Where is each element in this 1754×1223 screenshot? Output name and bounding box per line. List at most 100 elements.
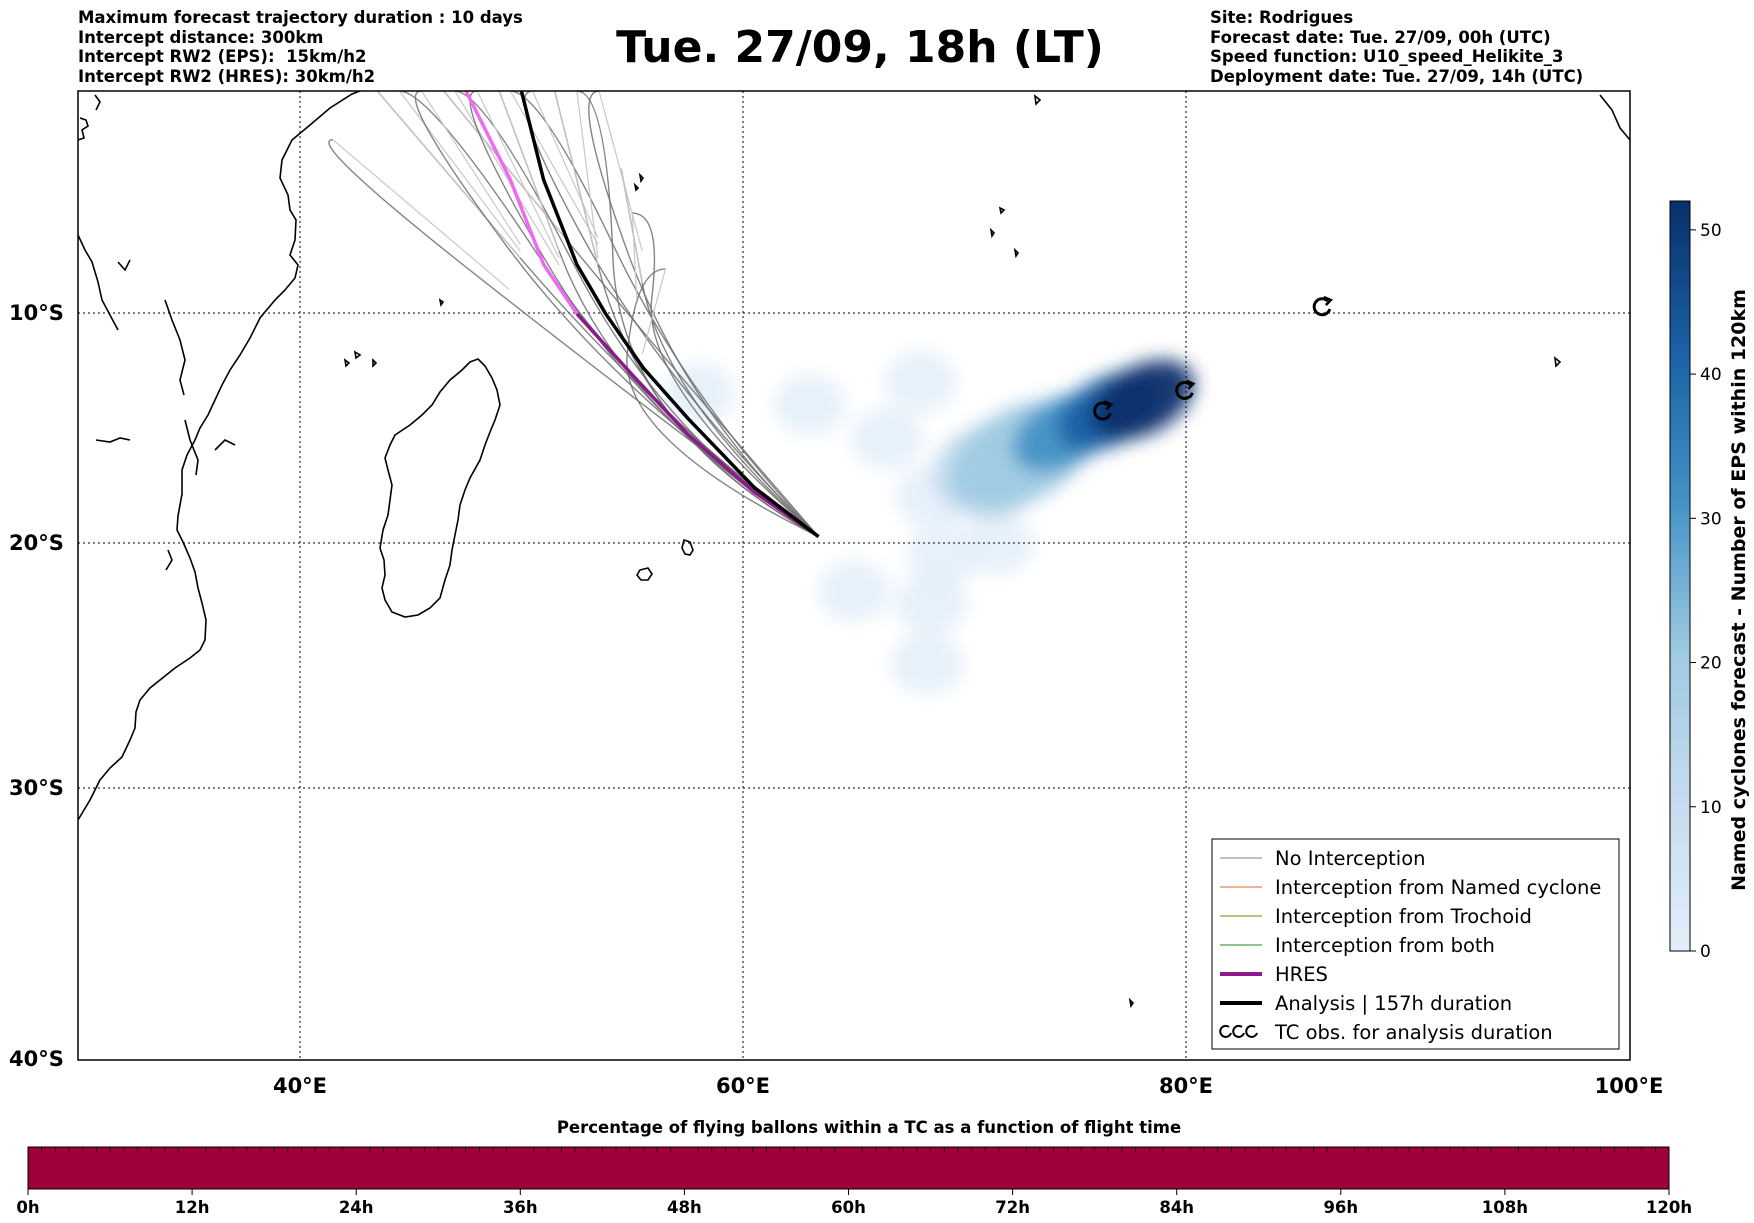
- flight-bar-tick-label: 12h: [175, 1198, 210, 1217]
- flight-bar-tick-label: 84h: [1159, 1198, 1194, 1217]
- colorbar-tick-label: 20: [1700, 654, 1722, 674]
- density-field: [662, 351, 1195, 695]
- legend-label: Interception from Trochoid: [1275, 905, 1532, 928]
- flight-bar-tick-label: 0h: [16, 1198, 39, 1217]
- legend-cyclone-icon: [1245, 1024, 1258, 1038]
- density-blob: [818, 560, 890, 622]
- mauritius: [681, 538, 694, 556]
- ensemble-track-fade: [376, 91, 521, 259]
- header-right-line-4: Deployment date: Tue. 27/09, 14h (UTC): [1210, 66, 1584, 86]
- africa-coast: [78, 91, 361, 821]
- header-right-line-3: Speed function: U10_speed_Helikite_3: [1210, 47, 1564, 66]
- density-blob: [962, 513, 1035, 575]
- header-right-line-2: Forecast date: Tue. 27/09, 00h (UTC): [1210, 27, 1551, 47]
- ensemble-track-fade: [641, 268, 667, 355]
- ensemble-track: [632, 212, 819, 538]
- graticule: [78, 91, 1630, 1060]
- header-left-line-3: Intercept RW2 (EPS): 15km/h2: [78, 47, 367, 66]
- tc-obs-arrow: [1323, 295, 1334, 306]
- ensemble-track: [576, 91, 819, 538]
- header-left-line-1: Maximum forecast trajectory duration : 1…: [78, 8, 523, 27]
- ensemble-track: [626, 268, 819, 538]
- density-blob: [851, 408, 924, 470]
- tc-obs-symbol: [1093, 401, 1112, 421]
- hres-track-late: [464, 91, 579, 315]
- flight-bar-tick-label: 120h: [1646, 1198, 1692, 1217]
- header-right-info: Site: Rodrigues Forecast date: Tue. 27/0…: [1210, 8, 1583, 86]
- ensemble-track-fade: [454, 91, 560, 266]
- ensemble-track-fade: [631, 213, 638, 299]
- legend-label: TC obs. for analysis duration: [1274, 1021, 1553, 1044]
- colorbar-tick-label: 40: [1700, 365, 1722, 385]
- ensemble-track: [510, 91, 820, 538]
- lat-label-20s: 20°S: [9, 531, 64, 555]
- lat-label-30s: 30°S: [9, 776, 64, 800]
- flight-bar-tick-label: 36h: [503, 1198, 538, 1217]
- flight-time-bar: Percentage of flying ballons within a TC…: [16, 1118, 1692, 1217]
- lon-label-100e: 100°E: [1595, 1074, 1664, 1098]
- ensemble-track-fade: [498, 91, 560, 252]
- map-border: [77, 90, 1631, 1061]
- legend-label: Interception from Named cyclone: [1275, 876, 1601, 899]
- colorbar-tick-label: 0: [1700, 942, 1711, 962]
- ensemble-track-fade: [598, 91, 643, 252]
- main-tracks: [464, 91, 820, 539]
- page-title: Tue. 27/09, 18h (LT): [616, 22, 1104, 73]
- reunion: [636, 567, 653, 581]
- ensemble-track-fade: [554, 91, 599, 266]
- lat-label-10s: 10°S: [9, 301, 64, 325]
- ensemble-track: [588, 91, 820, 538]
- lon-label-80e: 80°E: [1159, 1074, 1213, 1098]
- tc-obs-symbol: [1312, 297, 1332, 317]
- tc-obs-arrow: [1103, 400, 1114, 411]
- ensemble-track-fade: [476, 91, 560, 259]
- ensemble-track-fade: [620, 168, 643, 284]
- density-colorbar: 0 10 20 30 40 50 Named cyclones forecast - Nu…: [1669, 200, 1750, 962]
- ensemble-track-fade: [399, 91, 521, 252]
- legend-label: No Interception: [1275, 847, 1426, 870]
- coastlines: [78, 91, 1630, 1009]
- hres-track: [575, 312, 820, 539]
- flight-bar-fill: [27, 1146, 1670, 1190]
- ensemble-track-fade: [421, 91, 521, 245]
- ensemble-track-fade: [576, 91, 599, 259]
- ensemble-track-fade: [509, 91, 599, 245]
- header-left-info: Maximum forecast trajectory duration : 1…: [78, 8, 523, 86]
- density-blob: [906, 524, 979, 587]
- flight-bar-tick-label: 48h: [667, 1198, 702, 1217]
- density-blob: [895, 572, 968, 634]
- tc-obs-symbol: [1175, 380, 1194, 400]
- legend-cyclone-icon: [1232, 1024, 1245, 1038]
- flight-bar-title: Percentage of flying ballons within a TC…: [557, 1118, 1181, 1137]
- tc-observations: [1093, 295, 1334, 421]
- legend-label: HRES: [1275, 963, 1328, 986]
- flight-bar-tick-label: 96h: [1323, 1198, 1358, 1217]
- colorbar-tick-label: 10: [1700, 798, 1722, 818]
- colorbar-title: Named cyclones forecast - Number of EPS …: [1728, 289, 1750, 891]
- flight-bar-tick-label: 24h: [339, 1198, 374, 1217]
- colorbar-tick-label: 50: [1700, 221, 1722, 241]
- legend-label: Analysis | 157h duration: [1275, 992, 1512, 1015]
- ensemble-track-fade: [531, 91, 599, 238]
- density-blob: [884, 351, 957, 413]
- analysis-track: [519, 91, 820, 538]
- flight-bar-tick-label: 108h: [1482, 1198, 1528, 1217]
- lon-label-60e: 60°E: [716, 1074, 770, 1098]
- ensemble-track-fade: [332, 139, 510, 290]
- flight-bar-tick-label: 60h: [831, 1198, 866, 1217]
- legend-cyclone-icon: [1219, 1024, 1232, 1038]
- lon-label-40e: 40°E: [273, 1074, 327, 1098]
- header-right-line-1: Site: Rodrigues: [1210, 8, 1354, 27]
- flight-bar-tick-label: 72h: [995, 1198, 1030, 1217]
- density-blob: [891, 633, 964, 695]
- lat-label-40s: 40°S: [9, 1047, 64, 1071]
- colorbar-tick-label: 30: [1700, 509, 1722, 529]
- header-left-line-4: Intercept RW2 (HRES): 30km/h2: [78, 66, 376, 86]
- legend: No Interception Interception from Named c…: [1211, 838, 1620, 1050]
- legend-label: Interception from both: [1275, 934, 1495, 957]
- density-blob: [1090, 360, 1195, 440]
- madagascar-coast: [379, 358, 501, 618]
- ensemble-tracks: [328, 91, 820, 538]
- tc-obs-arrow: [1185, 379, 1196, 390]
